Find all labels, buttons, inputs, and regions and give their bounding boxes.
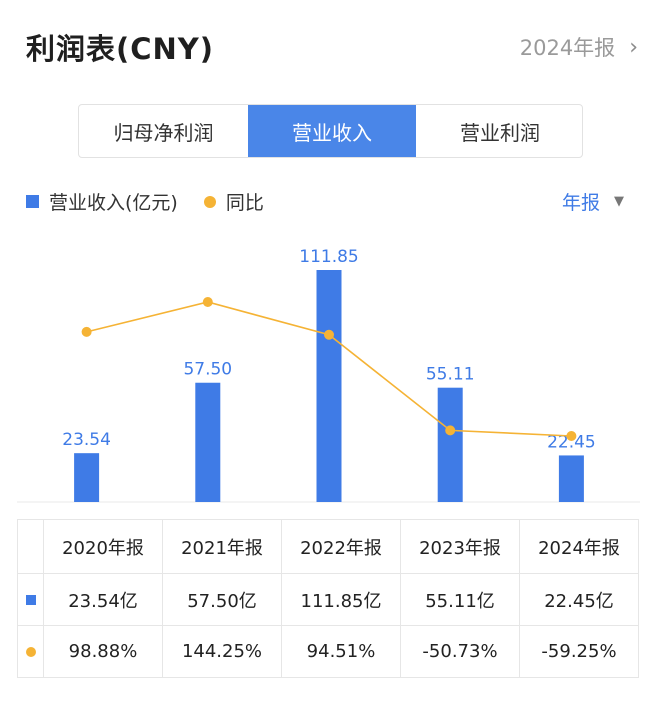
bar-value-label: 23.54 [62, 430, 111, 450]
table-cell: 98.88% [43, 625, 163, 678]
table-cell: -50.73% [400, 625, 520, 678]
header-marker-cell [17, 519, 44, 574]
table-header-cell: 2021年报 [162, 519, 282, 574]
chevron-right-icon: › [629, 34, 638, 60]
yoy-point [566, 431, 577, 441]
data-table: 2020年报 2021年报 2022年报 2023年报 2024年报 23.54… [17, 519, 639, 678]
line-legend-label: 同比 [225, 192, 264, 214]
table-header-row: 2020年报 2021年报 2022年报 2023年报 2024年报 [17, 519, 639, 574]
bar-square-icon [25, 595, 36, 605]
table-cell: 23.54亿 [43, 573, 163, 626]
chart-legend: 营业收入(亿元) 同比 [26, 188, 264, 215]
table-cell: 57.50亿 [162, 573, 282, 626]
tab-revenue[interactable]: 营业收入 [248, 105, 416, 157]
bar-value-label: 55.11 [426, 365, 475, 385]
revenue-chart: 23.54 57.50 111.85 55.11 22.45 [17, 247, 640, 503]
bar-legend-label: 营业收入(亿元) [49, 192, 178, 214]
period-dropdown-label: 年报 [561, 192, 600, 214]
bar-value-label: 57.50 [183, 360, 232, 380]
table-header-cell: 2023年报 [400, 519, 520, 574]
tab-operating-profit[interactable]: 营业利润 [460, 120, 540, 145]
bar-value-label: 111.85 [299, 247, 358, 267]
dot-icon [25, 647, 36, 657]
metric-tabs: 归母净利润 营业收入 营业利润 [78, 104, 583, 158]
table-cell: 55.11亿 [400, 573, 520, 626]
table-header-cell: 2024年报 [519, 519, 639, 574]
yoy-point [202, 297, 213, 307]
yoy-point [324, 329, 334, 340]
period-link-label: 2024年报 [519, 36, 616, 60]
table-cell: 94.51% [281, 625, 401, 678]
table-cell: 22.45亿 [519, 573, 639, 626]
revenue-bar [74, 453, 100, 502]
revenue-bar [195, 382, 221, 502]
table-row-revenue: 23.54亿 57.50亿 111.85亿 55.11亿 22.45亿 [17, 573, 639, 626]
header: 利润表(CNY) 2024年报 › [0, 0, 660, 95]
revenue-bar [558, 455, 584, 502]
table-header-cell: 2020年报 [43, 519, 163, 574]
yoy-row-marker [17, 625, 44, 678]
revenue-bar [316, 270, 342, 502]
table-cell: 144.25% [162, 625, 282, 678]
bar-value-label: 22.45 [547, 432, 596, 452]
revenue-row-marker [17, 573, 44, 626]
revenue-bar [437, 387, 463, 502]
table-header-cell: 2022年报 [281, 519, 401, 574]
table-cell: -59.25% [519, 625, 639, 678]
table-row-yoy: 98.88% 144.25% 94.51% -50.73% -59.25% [17, 625, 639, 678]
yoy-point [81, 326, 92, 337]
table-cell: 111.85亿 [281, 573, 401, 626]
line-legend-marker [203, 195, 216, 208]
page-title: 利润表(CNY) [26, 32, 215, 66]
yoy-point [445, 425, 456, 436]
tab-net-profit[interactable]: 归母净利润 [113, 120, 214, 145]
caret-down-icon: ▼ [614, 194, 624, 209]
period-dropdown[interactable]: 年报 ▼ [562, 188, 624, 215]
bar-legend-marker [26, 195, 39, 208]
period-link[interactable]: 2024年报 › [520, 32, 638, 62]
